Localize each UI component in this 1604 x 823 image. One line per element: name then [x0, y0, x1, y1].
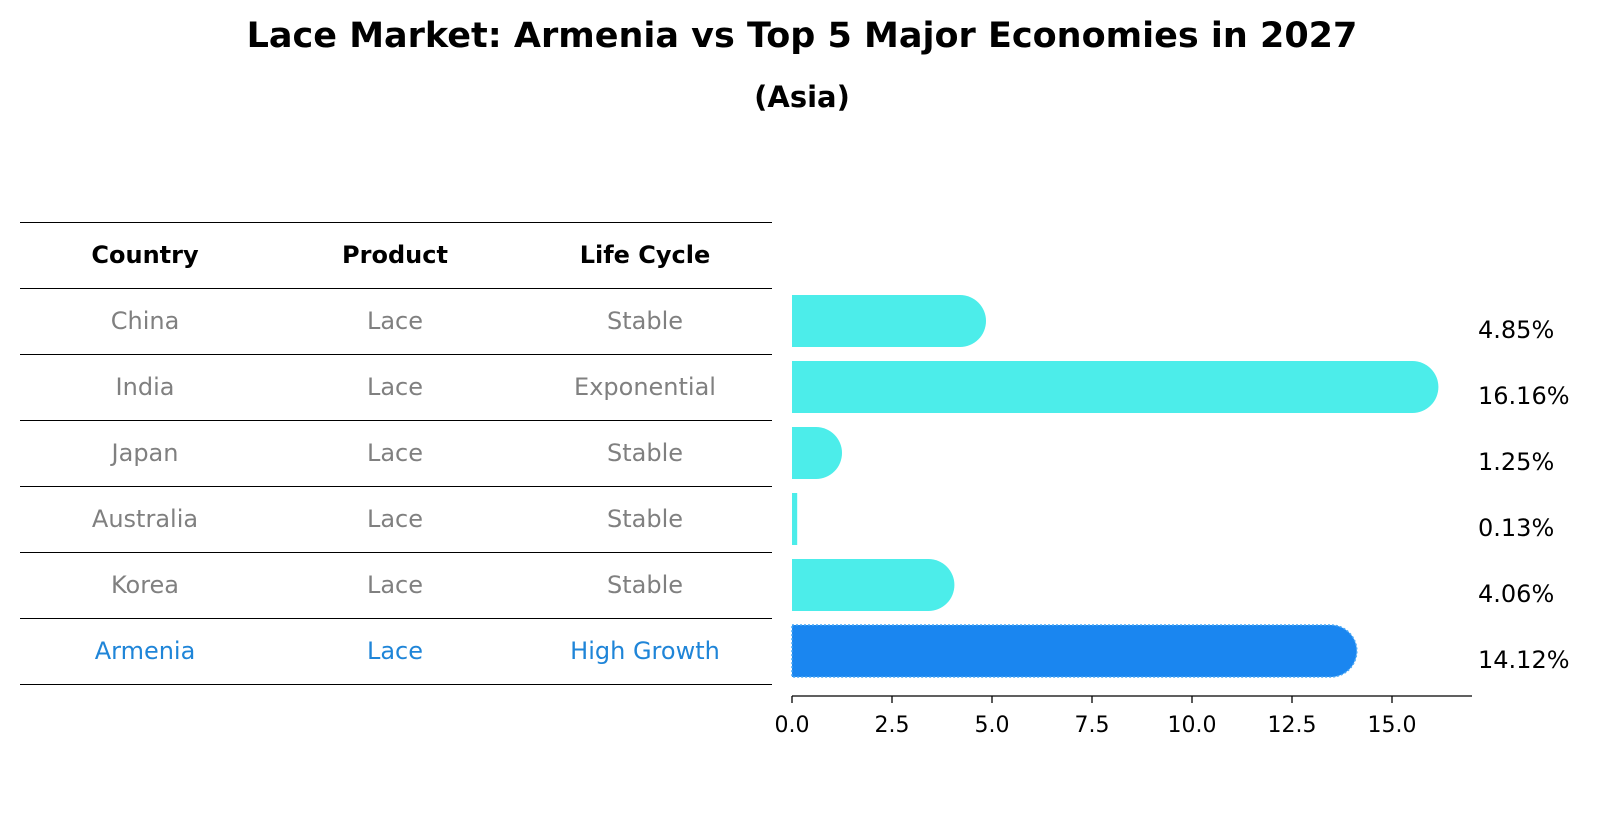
header-country: Country — [91, 241, 199, 269]
bar-japan — [792, 427, 842, 479]
bar-armenia — [791, 624, 1358, 678]
cell-product: Lace — [366, 307, 424, 335]
table-row-rule — [20, 354, 772, 355]
cell-country: Japan — [111, 439, 179, 467]
cell-country: Korea — [110, 571, 180, 599]
cell-country: Australia — [91, 505, 199, 533]
header-life-cycle: Life Cycle — [579, 241, 711, 269]
cell-life-cycle: Stable — [606, 307, 684, 335]
table-top-rule — [20, 222, 772, 223]
chart-title: Lace Market: Armenia vs Top 5 Major Econ… — [246, 16, 1358, 56]
bar-australia — [792, 493, 798, 545]
x-tick-label: 12.5 — [1268, 713, 1317, 738]
table-row-rule — [20, 552, 772, 553]
table-header-rule — [20, 288, 772, 289]
value-label: 4.85% — [1478, 316, 1554, 344]
table-row-rule — [20, 420, 772, 421]
x-axis-ticks: 0.0 2.5 5.0 7.5 10.0 12.5 15.0 — [775, 696, 1417, 738]
cell-life-cycle: Exponential — [574, 373, 716, 401]
cell-product: Lace — [366, 637, 424, 665]
cell-life-cycle: High Growth — [570, 637, 720, 665]
bars-group — [791, 295, 1439, 678]
bar-india — [792, 361, 1439, 413]
x-tick-label: 10.0 — [1168, 713, 1217, 738]
header-product: Product — [342, 241, 448, 269]
cell-life-cycle: Stable — [606, 505, 684, 533]
value-label: 4.06% — [1478, 580, 1554, 608]
cell-country: India — [115, 373, 175, 401]
cell-product: Lace — [366, 505, 424, 533]
bar-korea — [792, 559, 955, 611]
cell-product: Lace — [366, 439, 424, 467]
cell-life-cycle: Stable — [606, 571, 684, 599]
table-row-rule — [20, 618, 772, 619]
table-bottom-rule — [20, 684, 772, 685]
value-label: 14.12% — [1478, 646, 1570, 674]
cell-product: Lace — [366, 571, 424, 599]
cell-product: Lace — [366, 373, 424, 401]
x-tick-label: 15.0 — [1368, 713, 1417, 738]
x-tick-label: 0.0 — [775, 713, 810, 738]
chart-subtitle: (Asia) — [754, 80, 850, 114]
x-tick-label: 7.5 — [1075, 713, 1110, 738]
x-tick-label: 2.5 — [875, 713, 910, 738]
value-labels-group: 4.85% 16.16% 1.25% 0.13% 4.06% 14.12% — [1478, 316, 1570, 674]
value-label: 0.13% — [1478, 514, 1554, 542]
table-row-rule — [20, 486, 772, 487]
x-tick-label: 5.0 — [975, 713, 1010, 738]
value-label: 1.25% — [1478, 448, 1554, 476]
cell-life-cycle: Stable — [606, 439, 684, 467]
value-label: 16.16% — [1478, 382, 1570, 410]
cell-country: Armenia — [94, 637, 196, 665]
bar-china — [792, 295, 986, 347]
cell-country: China — [110, 307, 180, 335]
